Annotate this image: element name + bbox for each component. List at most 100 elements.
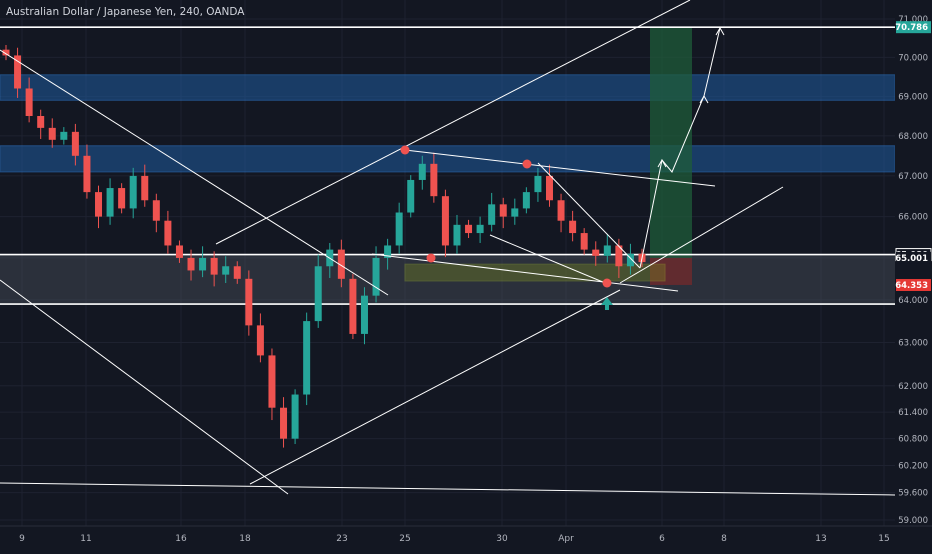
candle [395,212,403,246]
candle [626,253,634,267]
candles [2,45,646,448]
candle [511,208,519,217]
candle [60,131,68,140]
candle [615,245,623,267]
candle [83,155,91,193]
candle [569,220,577,234]
price-tick-label: 69.000 [898,92,928,102]
time-tick-label: 18 [239,534,251,544]
time-tick-label: 6 [659,534,665,544]
candle [603,245,611,256]
price-tick-label: 60.200 [898,462,928,472]
candle [557,200,565,221]
time-tick-label: 16 [175,534,187,544]
candle [268,355,276,408]
candle [522,192,530,209]
price-label: 65.001 [895,254,928,264]
candle [430,163,438,197]
candle [349,278,357,334]
time-tick-label: 15 [878,534,889,544]
candle [233,266,241,279]
candle [418,163,426,180]
candle [545,175,553,201]
candle [488,204,496,225]
candle [152,200,160,221]
price-label-box [896,21,931,34]
candle [164,220,172,246]
descending-line-bottom [371,253,679,292]
candle [291,394,299,439]
candle [175,245,183,258]
descending-line-top [404,149,716,187]
candle [210,257,218,275]
target-zone [650,27,692,258]
candle [25,88,33,117]
time-tick-label: Apr [558,534,574,544]
pivot-low-marker [426,253,436,263]
rising-line-right [619,186,784,284]
candle [592,249,600,256]
price-tick-label: 60.800 [898,435,928,445]
candle [245,278,253,326]
candle [441,196,449,246]
downtrend-line-lower [0,279,289,495]
buy-arrow-marker [601,297,613,310]
price-tick-label: 68.000 [898,132,928,142]
resistance-zone-upper [0,74,896,101]
candle [534,175,542,193]
candle [499,204,507,217]
time-tick-label: 25 [399,534,410,544]
pivot-high-marker-1 [400,145,410,155]
candle [476,224,484,234]
price-label-box [896,278,931,291]
candle [303,321,311,395]
price-tick-label: 59.600 [898,489,928,499]
candle [465,224,473,234]
candle [37,116,45,128]
candle [48,127,56,140]
time-axis: 9 11 16 18 23 25 30 Apr 6 8 13 15 [0,525,932,550]
candle [360,295,368,334]
time-tick-label: 13 [815,534,826,544]
price-tick-label: 63.000 [898,338,928,348]
chart-title: Australian Dollar / Japanese Yen, 240, O… [6,6,245,18]
candle [314,266,322,322]
time-tick-label: 11 [80,534,91,544]
candle [372,257,380,296]
downtrend-line-upper [0,49,389,296]
time-tick-label: 23 [336,534,347,544]
projection-path [639,27,721,269]
long-horizontal-line [0,482,896,496]
price-tick-label: 70.000 [898,53,928,63]
candle [129,175,137,209]
price-tick-label: 71.000 [898,15,928,25]
candle [95,192,103,217]
arrow-head [715,26,725,36]
price-tick-label: 59.000 [898,516,928,526]
candle [199,257,207,271]
wedge-line-upper [537,162,641,269]
time-tick-label: 8 [721,534,727,544]
entry-box [404,263,666,282]
candle [280,407,288,439]
candle [187,257,195,271]
rising-channel-upper [215,0,691,245]
candle [407,179,415,213]
candle [580,233,588,250]
candle [14,55,22,89]
candle [141,175,149,201]
price-tick-label: 64.000 [898,296,928,306]
candle [118,188,126,209]
time-tick-label: 9 [19,534,25,544]
candle [384,245,392,258]
price-label: 70.786 [895,23,928,33]
stop-zone [650,257,692,285]
price-tick-label: 62.000 [898,382,928,392]
candle [453,224,461,246]
price-axis: 71.000 70.000 69.000 68.000 67.000 66.000 65.0… [895,0,932,550]
candle [256,325,264,356]
time-tick-label: 30 [496,534,508,544]
arrow-head [657,158,667,168]
